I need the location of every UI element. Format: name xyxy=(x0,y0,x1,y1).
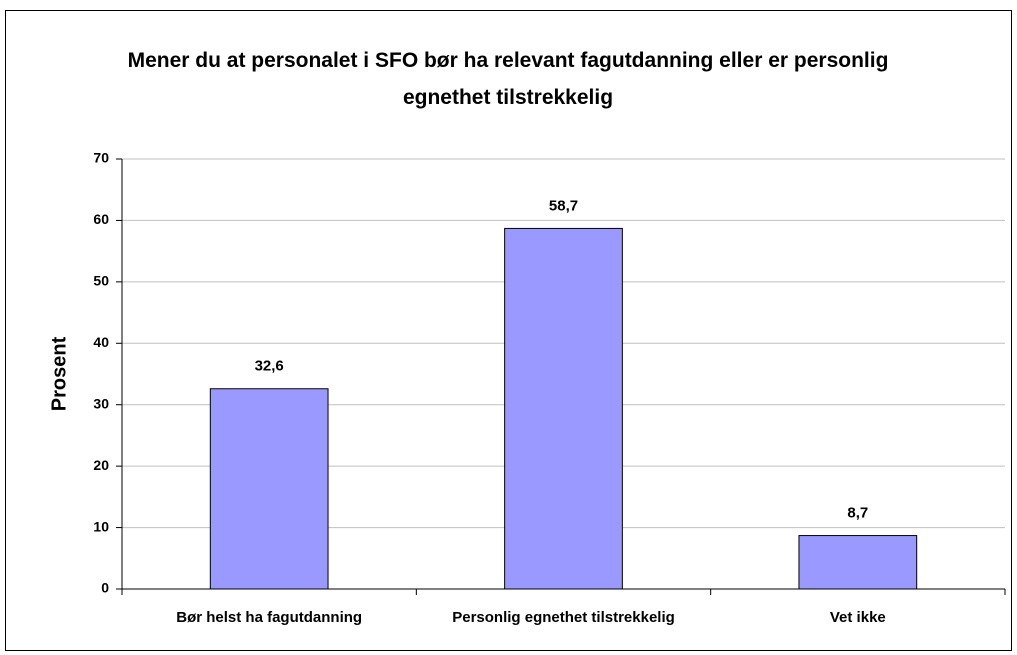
value-label: 8,7 xyxy=(847,505,868,522)
bar xyxy=(504,227,623,590)
bar xyxy=(798,535,918,590)
chart-title: Mener du at personalet i SFO bør ha rele… xyxy=(127,49,889,109)
x-tick-label: Personlig egnethet tilstrekkelig xyxy=(452,609,675,626)
y-tick-label: 50 xyxy=(93,273,109,289)
y-tick-label: 30 xyxy=(93,395,109,411)
x-tick-label: Bør helst ha fagutdanning xyxy=(176,609,362,626)
y-tick-label: 10 xyxy=(93,518,109,534)
y-tick-label: 40 xyxy=(93,334,109,350)
y-tick-label: 60 xyxy=(93,211,109,227)
y-axis-label: Prosent xyxy=(48,336,70,411)
x-tick-label: Vet ikke xyxy=(830,609,886,626)
y-tick-label: 70 xyxy=(93,150,109,166)
y-tick-label: 0 xyxy=(101,580,109,596)
value-label: 58,7 xyxy=(549,197,578,214)
value-label: 32,6 xyxy=(255,358,284,375)
y-tick-label: 20 xyxy=(93,457,109,473)
bar xyxy=(209,388,329,590)
